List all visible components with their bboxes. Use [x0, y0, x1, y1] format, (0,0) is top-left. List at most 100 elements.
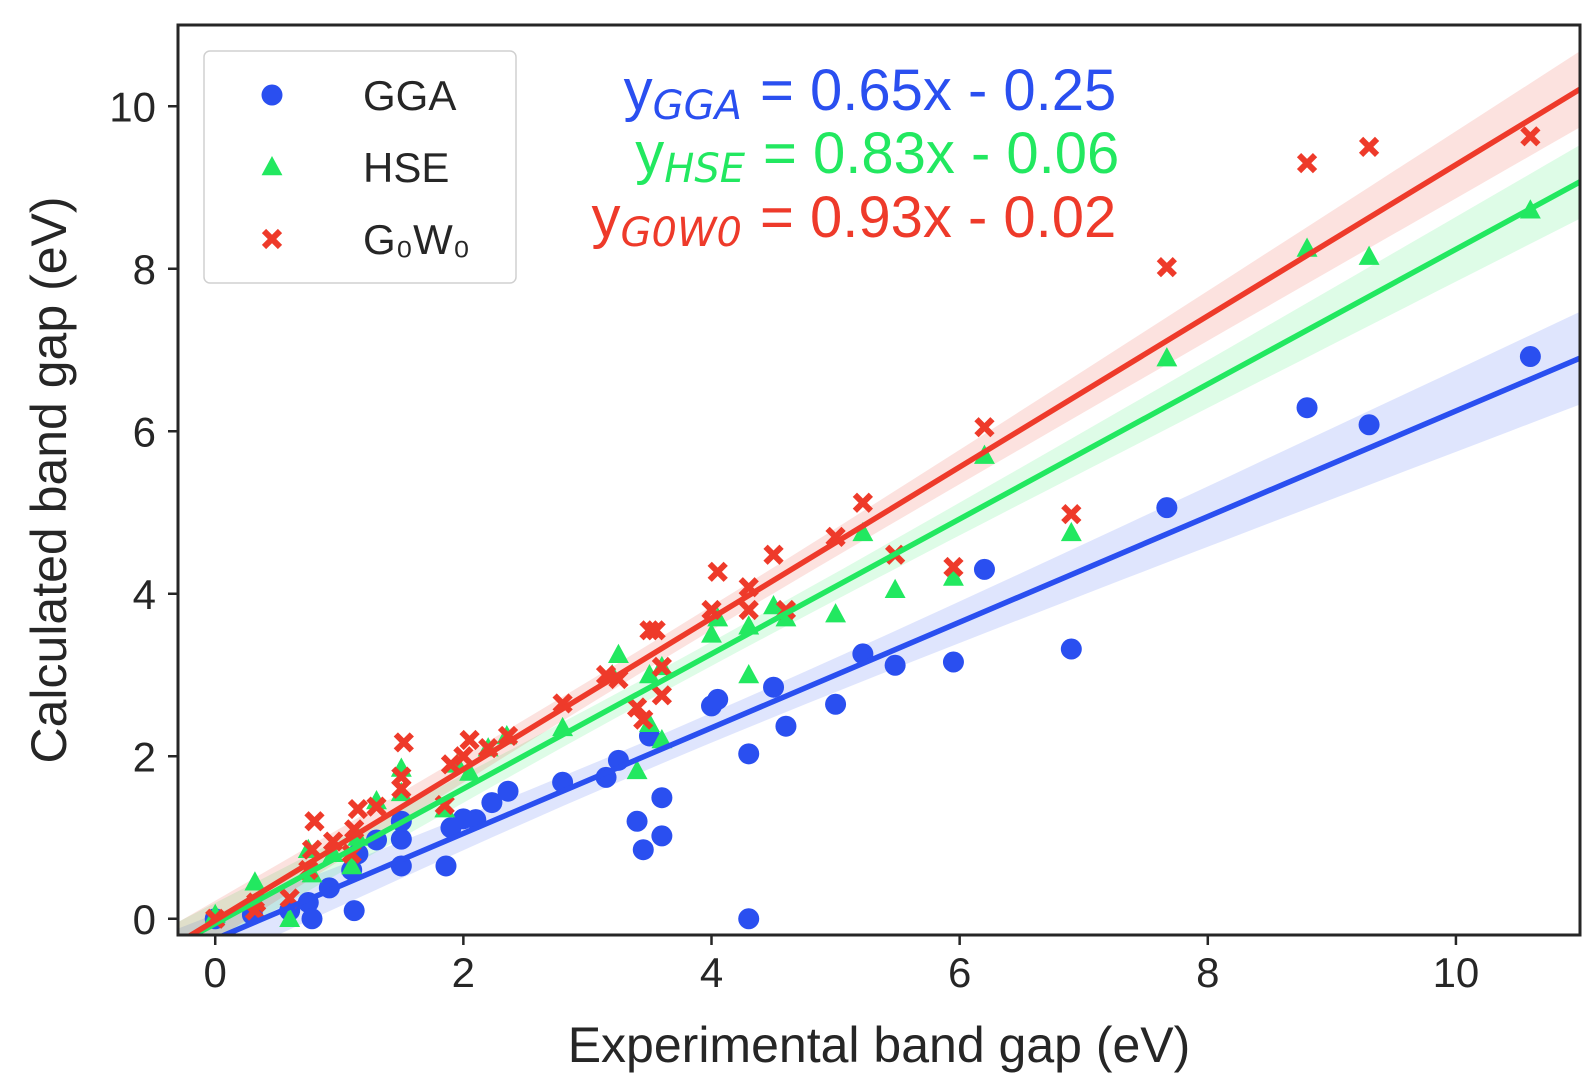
point-gga-41: [1358, 414, 1380, 436]
point-gga-33: [825, 693, 847, 715]
plot-frame: [176, 23, 1582, 937]
point-gw-44: [1358, 136, 1380, 157]
point-gga-31: [763, 676, 785, 698]
point-gw-37: [852, 492, 873, 513]
point-gw-6: [304, 811, 325, 832]
point-gga-32: [775, 715, 797, 737]
point-hse-36: [1156, 347, 1178, 367]
equation-lhs-hse: yHSE: [635, 121, 745, 192]
legend-item-gga: GGA: [261, 72, 456, 119]
point-hse-38: [1358, 245, 1380, 265]
point-gga-17: [481, 792, 503, 814]
point-gga-13: [435, 855, 457, 877]
point-gw-27: [645, 620, 666, 641]
point-gw-29: [651, 685, 672, 706]
x-tick-label: 10: [1433, 949, 1480, 996]
point-hse-28: [763, 594, 784, 615]
point-gga-25: [651, 787, 673, 809]
point-gga-42: [1519, 346, 1541, 367]
point-gga-40: [1296, 397, 1318, 419]
legend-marker-hse: [261, 156, 283, 176]
y-axis-ticks: 0 2 4 6 8 10: [109, 83, 178, 943]
x-tick-label: 0: [204, 949, 227, 996]
legend-item-gw: G₀W₀: [261, 216, 470, 263]
y-tick-label: 6: [133, 408, 156, 455]
point-gw-16: [440, 754, 462, 775]
point-gga-23: [632, 839, 654, 861]
point-gw-18: [459, 729, 480, 751]
point-gga-4: [301, 908, 323, 930]
point-gga-10: [390, 828, 412, 850]
point-gw-26: [639, 620, 660, 641]
legend-label-gw: G₀W₀: [363, 216, 470, 263]
fit-line-gga: [217, 355, 1580, 935]
point-hse-6: [341, 854, 363, 875]
point-hse-27: [738, 664, 760, 684]
legend-label-hse: HSE: [363, 144, 449, 191]
point-gga-29: [738, 743, 760, 765]
legend: GGA HSE G₀W₀: [203, 50, 517, 284]
fit-line-gw: [185, 86, 1580, 935]
equation-rhs-gga: = 0.65x - 0.25: [760, 58, 1116, 123]
point-gw-32: [738, 599, 759, 621]
point-gw-43: [1296, 153, 1318, 174]
equation-hse: yHSE = 0.83x - 0.06: [635, 121, 1119, 192]
fit-lines: [185, 86, 1580, 935]
point-gga-35: [884, 654, 906, 676]
y-tick-label: 10: [109, 83, 156, 130]
point-gw-13: [391, 766, 412, 787]
point-hse-23: [651, 729, 673, 749]
x-tick-label: 2: [452, 949, 475, 996]
x-axis-label: Experimental band gap (eV): [568, 1017, 1191, 1073]
point-gw-25: [633, 709, 654, 730]
equation-gw: yG0W0 = 0.93x - 0.02: [592, 185, 1117, 256]
legend-marker-gga: [261, 84, 283, 106]
point-gw-10: [347, 798, 369, 820]
point-hse-30: [825, 603, 847, 623]
point-hse-18: [608, 643, 629, 663]
point-gw-11: [366, 796, 387, 817]
point-hse-24: [701, 623, 722, 643]
legend-label-gga: GGA: [363, 72, 456, 119]
point-hse-19: [626, 759, 648, 780]
point-gw-41: [1061, 504, 1082, 525]
point-gga-28: [707, 688, 729, 710]
x-tick-label: 8: [1196, 949, 1219, 996]
legend-frame: [203, 50, 517, 284]
legend-item-hse: HSE: [261, 144, 449, 191]
y-tick-label: 8: [133, 246, 156, 293]
y-axis-label: Calculated band gap (eV): [21, 196, 77, 763]
point-gw-40: [974, 417, 995, 438]
point-gw-42: [1156, 257, 1177, 278]
x-tick-label: 6: [948, 949, 971, 996]
point-gga-39: [1156, 497, 1178, 519]
point-gw-17: [453, 746, 474, 767]
point-gw-45: [1520, 126, 1541, 147]
point-gga-18: [497, 780, 519, 802]
point-hse-29: [775, 607, 797, 627]
point-gw-14: [393, 732, 414, 753]
point-hse-35: [1060, 521, 1082, 542]
legend-marker-gw: [261, 228, 283, 250]
point-gga-36: [942, 651, 964, 673]
equation-rhs-gw: = 0.93x - 0.02: [760, 185, 1116, 250]
point-hse-13: [459, 761, 481, 781]
point-gw-31: [707, 561, 728, 582]
x-tick-label: 4: [700, 949, 723, 996]
equation-lhs-gga: yGGA: [624, 58, 742, 129]
point-gga-38: [1060, 638, 1082, 660]
point-gga-30: [738, 908, 760, 930]
point-hse-2: [279, 907, 301, 927]
point-gga-7: [343, 900, 365, 922]
point-hse-31: [852, 521, 874, 542]
y-tick-label: 2: [133, 733, 156, 780]
point-hse-1: [244, 871, 266, 891]
point-gga-26: [651, 825, 673, 847]
point-gw-24: [626, 697, 648, 718]
x-axis-ticks: 0 2 4 6 8 10: [204, 935, 1480, 996]
point-gw-39: [943, 556, 964, 578]
equation-rhs-hse: = 0.83x - 0.06: [763, 121, 1119, 186]
point-hse-32: [884, 578, 906, 598]
point-gw-28: [651, 656, 672, 677]
